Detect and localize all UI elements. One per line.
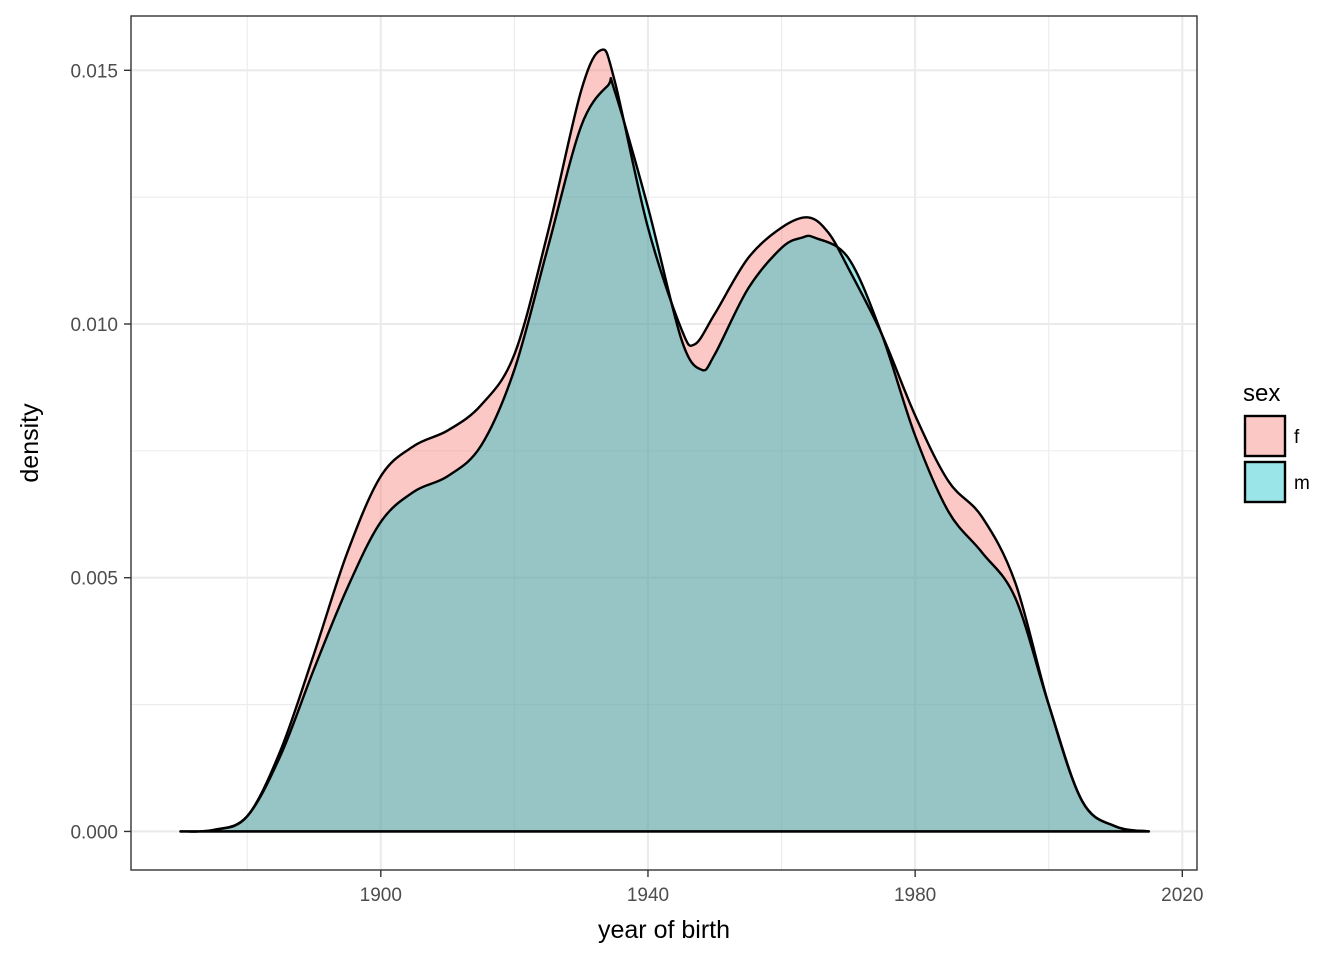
- density-outlines: [179, 48, 1151, 833]
- y-tick-label: 0.015: [70, 61, 118, 82]
- legend-label-f: f: [1294, 427, 1300, 448]
- density-areas: [180, 49, 1149, 832]
- y-tick-label: 0.005: [70, 569, 118, 590]
- minor-gridlines: [131, 16, 1197, 870]
- y-tick-label: 0.000: [70, 822, 118, 843]
- legend-keys: fm: [1243, 414, 1310, 504]
- x-axis-title: year of birth: [598, 916, 730, 944]
- x-tick-label: 1980: [894, 885, 936, 906]
- plot-background: [131, 16, 1197, 870]
- x-tick-label: 2020: [1161, 885, 1203, 906]
- legend-key-background: [1244, 461, 1286, 503]
- density-area-f: [180, 49, 1149, 832]
- legend-key-f: [1243, 414, 1287, 458]
- density-area-m: [180, 78, 1149, 832]
- x-axis: 1900 1940 1980 2020: [360, 870, 1203, 906]
- plot-panel-border: [130, 15, 1198, 871]
- legend: sex fm: [1243, 380, 1310, 504]
- x-tick-label: 1900: [360, 885, 402, 906]
- y-axis-title: density: [16, 403, 44, 483]
- legend-label-m: m: [1294, 473, 1310, 494]
- legend-key-m: [1243, 460, 1287, 504]
- y-tick-label: 0.010: [70, 315, 118, 336]
- y-axis: 0.000 0.005 0.010 0.015: [70, 61, 131, 843]
- legend-key-background: [1244, 415, 1286, 457]
- x-tick-label: 1940: [627, 885, 669, 906]
- legend-title: sex: [1243, 380, 1280, 407]
- density-outline-m: [179, 77, 1151, 833]
